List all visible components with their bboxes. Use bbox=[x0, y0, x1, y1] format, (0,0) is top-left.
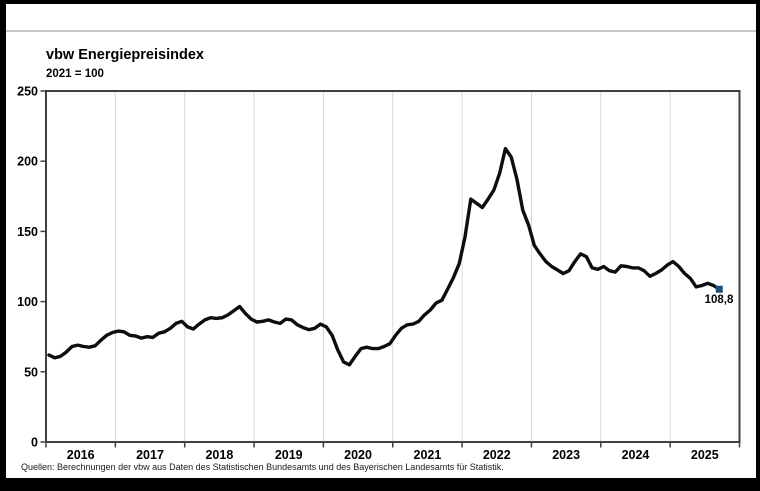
chart-title: vbw Energiepreisindex bbox=[46, 47, 204, 63]
y-axis-label: 150 bbox=[17, 225, 38, 239]
x-axis-label: 2018 bbox=[205, 448, 233, 462]
source-note: Quellen: Berechnungen der vbw aus Daten … bbox=[21, 462, 504, 472]
index-line bbox=[47, 146, 721, 367]
y-axis-label: 50 bbox=[24, 365, 38, 379]
x-axis-label: 2024 bbox=[622, 448, 650, 462]
x-axis-label: 2020 bbox=[344, 448, 372, 462]
y-axis-label: 200 bbox=[17, 155, 38, 169]
x-axis-label: 2016 bbox=[67, 448, 95, 462]
x-axis-label: 2025 bbox=[691, 448, 719, 462]
x-axis-label: 2019 bbox=[275, 448, 303, 462]
header-strip bbox=[6, 4, 756, 32]
x-axis-label: 2021 bbox=[414, 448, 442, 462]
x-axis-label: 2023 bbox=[552, 448, 580, 462]
last-point-marker bbox=[715, 285, 723, 293]
content-area bbox=[6, 4, 756, 478]
y-axis-label: 100 bbox=[17, 295, 38, 309]
x-axis-label: 2017 bbox=[136, 448, 164, 462]
y-axis-label: 250 bbox=[17, 85, 38, 99]
last-value-label: 108,8 bbox=[704, 294, 734, 306]
chart-subtitle: 2021 = 100 bbox=[46, 68, 104, 80]
x-axis-label: 2022 bbox=[483, 448, 511, 462]
y-axis-label: 0 bbox=[31, 436, 38, 450]
